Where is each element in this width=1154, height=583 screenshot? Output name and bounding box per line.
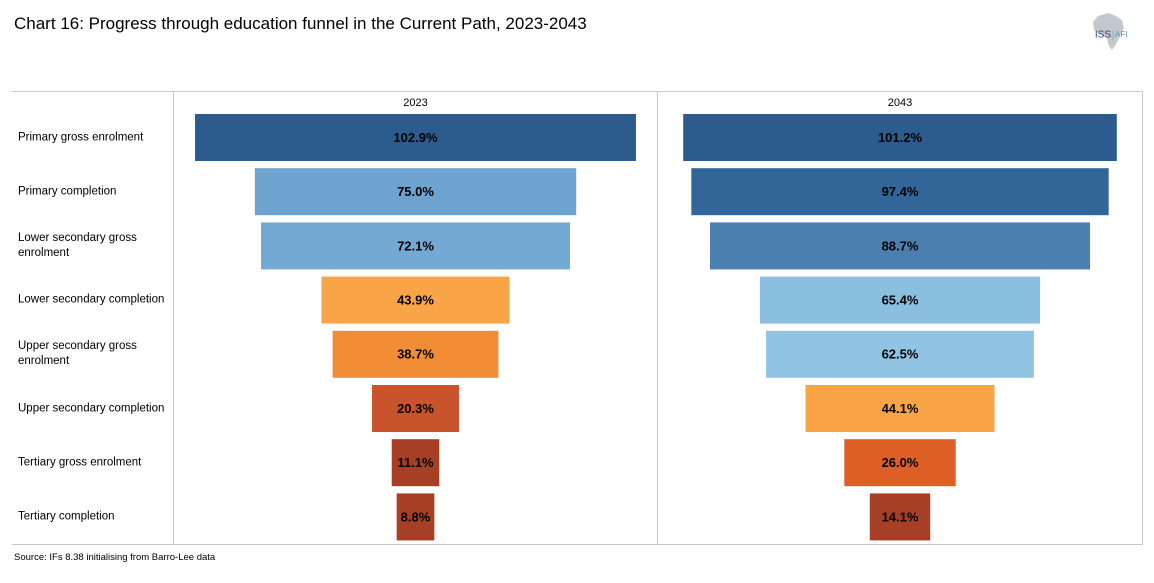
- value-label: 75.0%: [397, 184, 434, 199]
- value-label: 102.9%: [393, 130, 438, 145]
- funnel-bar: [321, 276, 510, 324]
- funnel-bar: [759, 276, 1041, 324]
- funnel-bar: [332, 330, 499, 378]
- funnel-bar: [805, 385, 995, 432]
- value-label: 8.8%: [401, 509, 431, 524]
- category-label: Primary completion: [18, 185, 117, 198]
- logo: ISS AFI: [1093, 13, 1127, 50]
- category-label: Lower secondary gross enrolment: [18, 231, 137, 259]
- panel-header: 2023: [403, 97, 427, 109]
- category-label: Upper secondary gross enrolment: [18, 340, 137, 368]
- category-label: Tertiary completion: [18, 510, 115, 523]
- category-label: Upper secondary completion: [18, 402, 165, 414]
- funnel-bar: [372, 385, 459, 432]
- funnel-bar: [391, 439, 440, 487]
- value-label: 62.5%: [882, 347, 919, 362]
- value-label: 65.4%: [882, 293, 919, 308]
- funnel-bar: [869, 493, 931, 541]
- chart-title: Chart 16: Progress through education fun…: [14, 14, 587, 33]
- value-label: 14.1%: [882, 509, 919, 524]
- frame: [12, 91, 1143, 545]
- value-label: 11.1%: [397, 455, 434, 470]
- source-note: Source: IFs 8.38 initialising from Barro…: [14, 552, 216, 563]
- funnel-bar: [691, 168, 1109, 216]
- value-label: 26.0%: [882, 455, 919, 470]
- funnel-bar: [844, 439, 956, 487]
- value-label: 101.2%: [878, 130, 923, 145]
- category-label: Lower secondary completion: [18, 293, 165, 306]
- value-label: 44.1%: [882, 401, 919, 416]
- funnel-bar: [195, 114, 636, 161]
- value-label: 97.4%: [882, 184, 919, 199]
- logo-text: AFI: [1115, 30, 1127, 39]
- funnel-bar: [766, 330, 1034, 378]
- value-label: 88.7%: [882, 238, 919, 253]
- funnel-bar: [261, 222, 570, 270]
- panel-header: 2043: [888, 97, 912, 109]
- category-label: Primary gross enrolment: [18, 131, 144, 143]
- logo-map: [1093, 13, 1124, 50]
- funnel-bar: [254, 168, 577, 216]
- category-label: Tertiary gross enrolment: [18, 456, 142, 469]
- value-label: 72.1%: [397, 238, 434, 253]
- funnel-bar: [709, 222, 1091, 270]
- funnel-bar: [396, 493, 435, 541]
- funnel-bar: [683, 114, 1117, 161]
- value-label: 20.3%: [397, 401, 434, 416]
- value-label: 43.9%: [397, 293, 434, 308]
- logo-text: ISS: [1095, 30, 1111, 41]
- value-label: 38.7%: [397, 347, 434, 362]
